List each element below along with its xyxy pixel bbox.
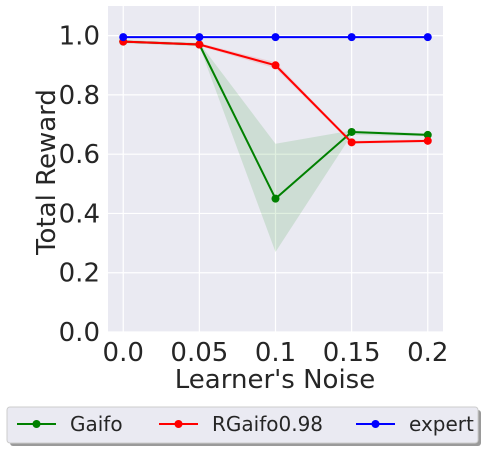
legend-box <box>6 406 479 444</box>
y-tick-labels: 0.0 0.2 0.4 0.6 0.8 1.0 <box>59 22 100 348</box>
y-tick-label: 0.4 <box>59 199 100 229</box>
x-tick-label: 0.2 <box>407 338 448 368</box>
legend-label-gaifo: Gaifo <box>70 412 123 436</box>
point-expert <box>195 33 204 42</box>
band-gaifo <box>123 40 428 252</box>
x-axis-label: Learner's Noise <box>175 365 375 395</box>
legend-label-rgaifo0-98: RGaifo0.98 <box>212 412 323 436</box>
legend-entries: Gaifo RGaifo0.98 expert <box>17 412 474 436</box>
y-tick-label: 0.0 <box>59 318 100 348</box>
x-tick-label: 0.1 <box>255 338 296 368</box>
point-rgaifo0-98 <box>271 61 280 70</box>
point-expert <box>119 33 128 42</box>
confidence-bands <box>123 40 428 252</box>
point-gaifo <box>347 127 356 136</box>
x-tick-label: 0.15 <box>323 338 381 368</box>
legend-marker-gaifo <box>32 420 41 428</box>
y-axis-label: Total Reward <box>32 89 62 256</box>
point-expert <box>271 33 280 42</box>
legend: Gaifo RGaifo0.98 expert <box>6 406 481 446</box>
point-gaifo <box>423 130 432 139</box>
grid <box>108 6 443 333</box>
point-rgaifo0-98 <box>423 136 432 145</box>
y-tick-label: 0.6 <box>59 140 100 170</box>
y-tick-label: 0.2 <box>59 259 100 289</box>
legend-label-expert: expert <box>409 412 474 436</box>
point-gaifo <box>271 194 280 203</box>
point-expert <box>423 33 432 42</box>
x-tick-label: 0.0 <box>103 338 144 368</box>
x-tick-labels: 0.0 0.05 0.1 0.15 0.2 <box>103 338 449 368</box>
legend-marker-expert <box>371 420 380 428</box>
y-tick-label: 1.0 <box>59 22 100 52</box>
point-expert <box>347 33 356 42</box>
series-points <box>119 33 432 203</box>
x-tick-label: 0.05 <box>170 338 228 368</box>
point-rgaifo0-98 <box>195 40 204 49</box>
legend-marker-rgaifo0-98 <box>174 420 183 428</box>
y-tick-label: 0.8 <box>59 81 100 111</box>
point-rgaifo0-98 <box>347 138 356 147</box>
